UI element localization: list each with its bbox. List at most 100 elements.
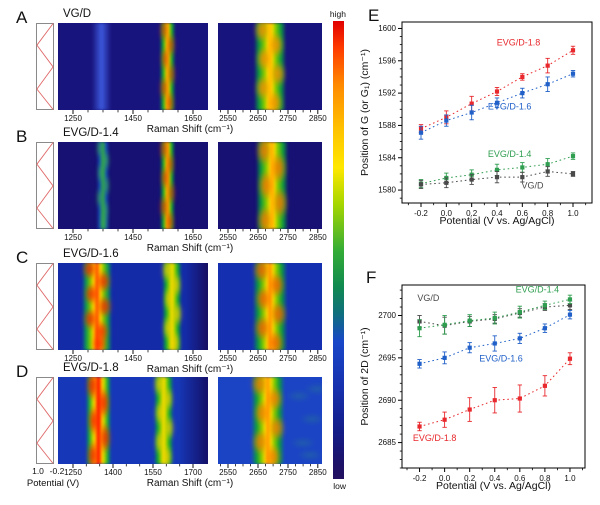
tick-label: 2550 (219, 468, 237, 477)
axis-tick-labels: 2550 2650 2750 2850 (218, 233, 327, 243)
y-tick-label: 2700 (378, 311, 396, 320)
tick-label: 2750 (279, 354, 297, 363)
data-point (520, 165, 525, 170)
cv-cycle-line (36, 377, 54, 464)
data-point (542, 383, 547, 388)
tick-label: 1250 (64, 233, 82, 242)
tick-label: 2650 (249, 468, 267, 477)
data-point (542, 303, 547, 308)
band-hotspot (253, 23, 270, 44)
x-axis-label: Potential (V vs. Ag/AgCl) (436, 480, 551, 492)
tick-label: 1400 (104, 468, 122, 477)
noise-speckle (296, 450, 322, 461)
y-axis-label: Position of G (or G₁) (cm⁻¹) (359, 49, 371, 176)
edge-shade (58, 263, 208, 350)
panel-letter-b: B (16, 127, 28, 146)
data-point (567, 356, 573, 361)
panel-title-d: EVG/D-1.8 (63, 362, 119, 374)
data-point (467, 345, 472, 350)
band-hotspot (161, 165, 169, 192)
heatmap-b-dg (58, 142, 208, 229)
tick-label: 2550 (219, 354, 237, 363)
band-hotspot (253, 400, 271, 427)
band-hotspot (160, 194, 168, 221)
axis-ticks (220, 350, 319, 354)
band-hotspot (167, 60, 176, 87)
band-hotspot (255, 142, 273, 167)
data-point (442, 417, 447, 422)
chart-g-position: -0.2 0.0 0.2 0.4 0.6 0.8 1.0 1580 1584 1588 1592 15… (359, 21, 593, 227)
data-point (570, 171, 576, 177)
band-hotspot (272, 187, 289, 219)
band-hotspot (254, 75, 271, 102)
tick-label: 2850 (308, 354, 327, 363)
noise-speckle (298, 413, 322, 424)
edge-shade (58, 377, 208, 464)
band-hotspot (267, 414, 285, 441)
heatmap-b-2d (218, 142, 322, 229)
data-point (469, 177, 474, 182)
y-tick-label: 1600 (378, 24, 396, 33)
band-hotspot (258, 169, 275, 202)
axis-tick-labels: 1250 1400 1550 1700 (58, 468, 208, 478)
data-point (520, 175, 525, 180)
y-tick-label: 1588 (378, 121, 396, 130)
data-point (492, 341, 497, 346)
band-hotspot (160, 46, 169, 73)
series-label: EVG/D-1.6 (488, 101, 532, 111)
tick-label: 1650 (184, 233, 202, 242)
axis-ticks (72, 350, 194, 354)
tick-label: 2550 (219, 233, 237, 242)
noise-speckle (303, 384, 322, 395)
axis-ticks (220, 110, 319, 114)
data-point (542, 326, 547, 331)
y-tick-label: 1592 (378, 89, 396, 98)
y-axis-label: Position of 2D (cm⁻¹) (359, 327, 371, 425)
tick-label: 2650 (249, 233, 267, 242)
band-hotspot (270, 300, 288, 327)
series-vg-d: VG/D (418, 166, 576, 190)
tick-label: 2650 (249, 354, 267, 363)
data-point (417, 361, 422, 366)
potential-waveform (36, 23, 54, 110)
band-hotspot (253, 315, 272, 342)
band-hotspot (166, 31, 175, 58)
raman-shift-axis-label: Raman Shift (cm⁻¹) (146, 478, 234, 489)
panel-letter-f: F (366, 268, 377, 287)
x-tick-label: 0.8 (539, 474, 551, 483)
spectral-band (58, 142, 208, 229)
x-tick-label: 0.0 (441, 209, 453, 218)
cv-cycle-line (36, 23, 54, 110)
band-hotspot (264, 443, 282, 464)
y-tick-label: 2695 (378, 353, 396, 362)
band-hotspot (167, 179, 175, 206)
data-point (545, 162, 550, 167)
series-evg-d-1-6: EVG/D-1.6 (417, 309, 573, 369)
potential-tick-left: 1.0 (32, 466, 44, 476)
data-point (570, 71, 576, 76)
data-point (442, 322, 447, 327)
axis-tick-labels: 2550 2650 2750 2850 (218, 468, 327, 478)
raman-shift-axis-label: Raman Shift (cm⁻¹) (146, 364, 234, 375)
y-tick-label: 1596 (378, 56, 396, 65)
tick-label: 1250 (64, 114, 82, 123)
band-hotspot (160, 75, 168, 102)
axis-tick-labels: 1250 1450 1650 (58, 233, 208, 243)
band-hotspot (256, 46, 273, 73)
x-tick-label: 0.2 (466, 209, 478, 218)
data-point (494, 167, 500, 172)
data-point (570, 48, 576, 53)
tick-label: 1450 (124, 233, 142, 242)
series-label: EVG/D-1.8 (413, 433, 457, 443)
cv-cycle-line (36, 263, 54, 350)
x-tick-label: 0.2 (464, 474, 476, 483)
x-tick-label: 0.4 (491, 209, 503, 218)
heatmap-c-2d (218, 263, 322, 350)
potential-waveform (36, 263, 54, 350)
chart-2d-position: -0.2 0.0 0.2 0.4 0.6 0.8 1.0 2685 2690 2695 2700 Po… (359, 284, 586, 492)
data-point (469, 110, 474, 115)
tick-label: 2750 (279, 233, 297, 242)
panel-letter-a: A (16, 8, 28, 27)
band-hotspot (268, 271, 286, 298)
data-point (492, 398, 497, 403)
